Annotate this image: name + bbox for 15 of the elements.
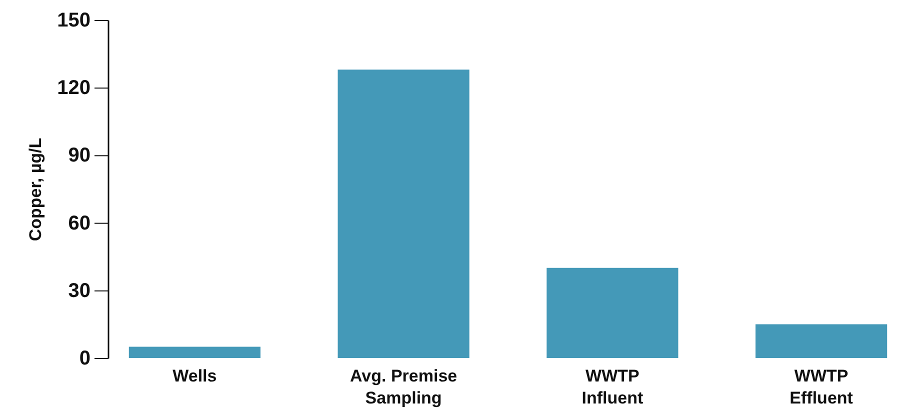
y-tick-label: 150 [57, 10, 90, 32]
x-tick-label: Wells [172, 366, 217, 386]
bar [338, 70, 470, 358]
bar [128, 346, 260, 358]
y-tick-label: 60 [68, 212, 90, 234]
x-tick-label: WWTP Influent [582, 366, 644, 408]
x-tick-label: WWTP Effluent [790, 366, 854, 408]
bar [546, 268, 678, 358]
y-tick-label: 0 [79, 348, 90, 370]
y-tick-label: 30 [68, 280, 90, 302]
y-tick-label: 120 [57, 77, 90, 100]
y-tick-label: 90 [68, 144, 90, 167]
x-tick-label: Avg. Premise Sampling [350, 366, 458, 408]
y-axis-title: Copper, µg/L [26, 138, 46, 242]
bar [756, 324, 888, 358]
